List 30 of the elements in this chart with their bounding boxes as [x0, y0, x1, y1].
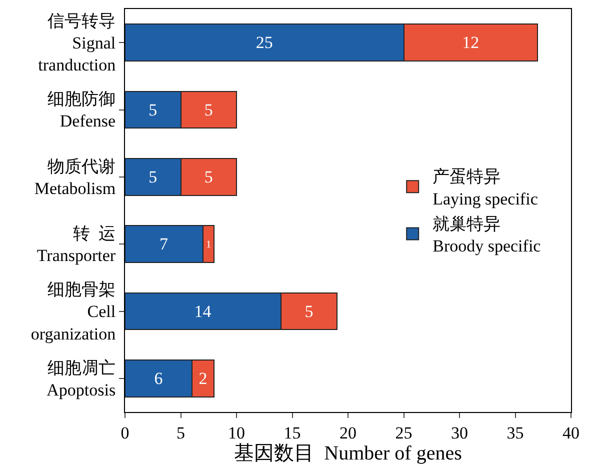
x-tick-label: 30: [451, 423, 468, 442]
x-tick-label: 5: [176, 423, 185, 442]
y-tick-label: 细胞防御 Defense: [48, 90, 116, 131]
data-label: 25: [256, 33, 273, 52]
y-tick-label: 细胞凋亡 Apoptosis: [46, 358, 116, 400]
data-label: 7: [160, 234, 169, 254]
data-label: 14: [194, 302, 212, 321]
data-label: 2: [198, 368, 208, 388]
data-label: 6: [154, 368, 163, 388]
data-label: 12: [462, 33, 480, 52]
data-label: 5: [304, 302, 314, 321]
x-tick-label: 15: [284, 423, 301, 442]
x-tick-label: 35: [506, 423, 524, 442]
x-axis-title: 基因数目 Number of genes: [234, 442, 462, 464]
data-label: 5: [148, 167, 158, 186]
data-label: 1: [206, 239, 212, 250]
y-tick-label: 细胞骨架 Cell organization: [30, 280, 116, 344]
y-tick-label: 转 运 Transporter: [36, 224, 116, 266]
x-tick-label: 0: [120, 423, 130, 442]
x-tick-label: 10: [228, 423, 245, 442]
y-tick-label: 物质代谢 Metabolism: [34, 156, 116, 198]
y-tick-label: 信号转导 Signal tranduction: [38, 11, 116, 75]
legend-label: 就巢特异 Broody specific: [432, 214, 542, 256]
data-label: 5: [148, 100, 158, 120]
x-tick-label: 25: [395, 423, 412, 442]
legend-label: 产蛋特异 Laying specific: [432, 167, 538, 208]
data-label: 5: [204, 100, 213, 120]
data-label: 5: [204, 167, 213, 186]
x-tick-label: 20: [340, 423, 356, 442]
x-tick-label: 40: [562, 423, 580, 442]
